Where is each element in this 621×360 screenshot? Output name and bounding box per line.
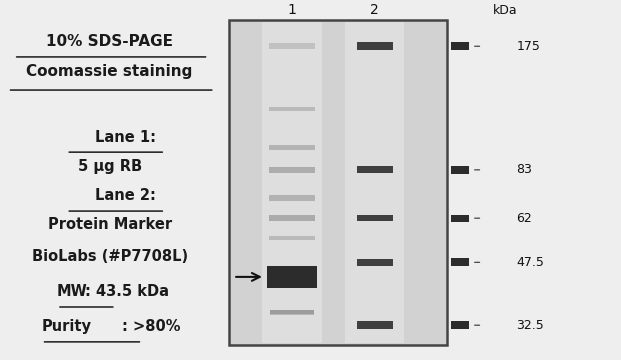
Bar (269, 235, 315, 240)
Bar (451, 258, 469, 266)
Text: 32.5: 32.5 (517, 319, 544, 332)
Text: : 43.5 kDa: : 43.5 kDa (85, 284, 169, 299)
Bar (451, 166, 469, 174)
Bar (451, 321, 469, 329)
Bar (269, 107, 315, 111)
Text: MW: MW (57, 284, 88, 299)
Text: 5 μg RB: 5 μg RB (78, 159, 142, 174)
Bar (451, 42, 469, 50)
Bar (269, 145, 315, 150)
Text: kDa: kDa (493, 4, 517, 17)
Bar (345, 22, 404, 343)
Bar (357, 166, 392, 173)
Text: 1: 1 (288, 3, 296, 17)
Text: 47.5: 47.5 (517, 256, 544, 269)
Bar (269, 44, 315, 49)
Bar (270, 310, 314, 314)
Bar (357, 259, 392, 266)
Text: 2: 2 (370, 3, 379, 17)
Text: Coomassie staining: Coomassie staining (26, 64, 193, 79)
Text: Purity: Purity (42, 319, 91, 333)
Text: Protein Marker: Protein Marker (48, 217, 171, 232)
Bar (229, 20, 446, 345)
Text: 83: 83 (517, 163, 532, 176)
Bar (357, 321, 392, 329)
Bar (269, 195, 315, 201)
Text: 62: 62 (517, 212, 532, 225)
Bar (269, 215, 315, 221)
Bar (267, 266, 317, 288)
Text: BioLabs (#P7708L): BioLabs (#P7708L) (32, 249, 188, 264)
Bar (451, 215, 469, 222)
Text: 175: 175 (517, 40, 540, 53)
Text: 10% SDS-PAGE: 10% SDS-PAGE (46, 34, 173, 49)
Bar (262, 22, 322, 343)
Bar (269, 167, 315, 173)
Bar (357, 215, 392, 221)
Text: Lane 2:: Lane 2: (94, 188, 155, 203)
Bar (270, 310, 314, 315)
Text: : >80%: : >80% (122, 319, 181, 333)
Text: Lane 1:: Lane 1: (94, 130, 155, 145)
Bar (357, 42, 392, 50)
